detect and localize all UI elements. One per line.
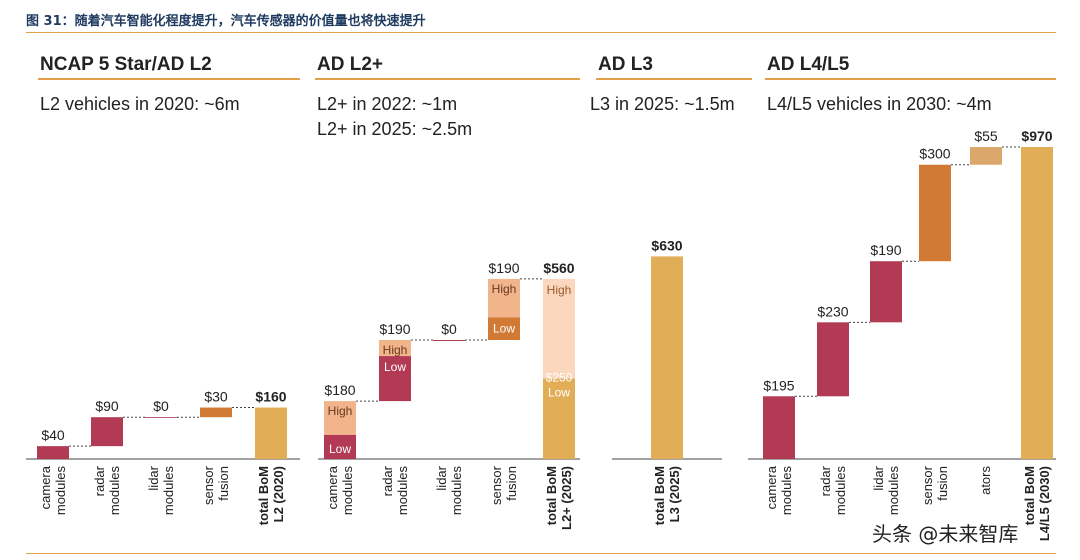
p2-bar-low-3 (488, 317, 520, 341)
p2-tick-label-0: cameramodules (325, 465, 355, 515)
p3-subtitle-0: L3 in 2025: ~1.5m (590, 94, 735, 114)
p2-high-label-3: High (492, 282, 517, 296)
p2-subtitle-1: L2+ in 2025: ~2.5m (317, 119, 472, 139)
p2-bar-high-3 (488, 278, 520, 318)
bottom-rule (26, 553, 1056, 554)
p3-title-rule (596, 78, 752, 80)
p1-value-label-0: $40 (41, 427, 65, 443)
p1-subtitle-0: L2 vehicles in 2020: ~6m (40, 94, 240, 114)
p3-bar-0 (651, 256, 683, 459)
p4-tick-label-4: ators (978, 466, 993, 495)
p1-value-label-3: $30 (204, 389, 228, 405)
p4-tick-label-2: lidarmodules (871, 465, 901, 515)
p2-tick-label-4: total BoML2+ (2025) (544, 466, 574, 530)
p4-value-label-2: $190 (870, 242, 901, 258)
p2-value-label-4: $560 (543, 260, 574, 276)
p4-tick-label-1: radarmodules (818, 465, 848, 515)
p1-bar-3 (200, 407, 232, 418)
p1-value-label-1: $90 (95, 398, 119, 414)
p2-tick-label-3: sensorfusion (489, 465, 519, 505)
p4-value-label-0: $195 (763, 377, 794, 393)
p1-value-label-2: $0 (153, 398, 169, 414)
p2-value-label-1: $190 (379, 321, 410, 337)
p2-title-rule (315, 78, 580, 80)
p3-tick-label-0: total BoML3 (2025) (652, 466, 682, 525)
p2-tick-label-2: lidarmodules (434, 465, 464, 515)
p1-bar-4 (255, 407, 287, 459)
p2-low-label-3: Low (493, 321, 515, 335)
p4-tick-label-5: total BoML4/L5 (2030) (1022, 466, 1052, 541)
p1-tick-label-2: lidarmodules (146, 465, 176, 515)
p1-tick-label-3: sensorfusion (201, 465, 231, 505)
p4-value-label-5: $970 (1021, 128, 1052, 144)
p1-title: NCAP 5 Star/AD L2 (40, 54, 212, 75)
p4-tick-label-3: sensorfusion (920, 465, 950, 505)
p2-bar-high-1 (379, 340, 411, 357)
p4-bar-2 (870, 261, 902, 323)
p2-bar-high-0 (324, 401, 356, 435)
p4-bar-1 (817, 322, 849, 397)
p2-tick-label-1: radarmodules (380, 465, 410, 515)
p4-bar-3 (919, 164, 951, 262)
figure-title: 图 31：随着汽车智能化程度提升，汽车传感器的价值量也将快速提升 (26, 14, 426, 29)
p1-value-label-4: $160 (255, 389, 286, 405)
title-rule (26, 32, 1056, 33)
p2-title: AD L2+ (317, 54, 383, 75)
p2-bar-2 (433, 340, 465, 342)
p1-title-rule (38, 78, 300, 80)
p2-low-label-4: Low (548, 386, 570, 400)
p4-title: AD L4/L5 (767, 54, 850, 75)
p2-bar-low-0 (324, 434, 356, 459)
p2-value-label-2: $0 (441, 321, 457, 337)
p4-bar-4 (970, 147, 1002, 165)
p2-subtitle-0: L2+ in 2022: ~1m (317, 94, 457, 114)
p2-high-label-4: High (547, 283, 572, 297)
p2-bar-high-4 (543, 278, 575, 379)
p4-value-label-3: $300 (919, 146, 950, 162)
p2-low-label-1: Low (384, 360, 406, 374)
p1-bar-1 (91, 417, 123, 447)
p1-tick-label-1: radarmodules (92, 465, 122, 515)
p4-tick-label-0: cameramodules (764, 465, 794, 515)
p2-low-label-0: Low (329, 442, 351, 456)
p4-bar-0 (763, 396, 795, 459)
p2-high-label-1: High (383, 343, 408, 357)
p4-subtitle-0: L4/L5 vehicles in 2030: ~4m (767, 94, 992, 114)
p2-value-label-0: $180 (324, 382, 355, 398)
p4-title-rule (765, 78, 1056, 80)
p3-title: AD L3 (598, 54, 653, 75)
p2-bar-low-1 (379, 356, 411, 402)
p2-high-label-0: High (328, 404, 353, 418)
p2-low-value-label: $250 (546, 371, 573, 385)
p1-bar-2 (145, 417, 177, 418)
p2-bar-low-4 (543, 378, 575, 459)
p4-value-label-1: $230 (817, 303, 848, 319)
p4-bar-5 (1021, 147, 1053, 459)
p1-tick-label-4: total BoML2 (2020) (256, 466, 286, 525)
p3-value-label-0: $630 (651, 237, 682, 253)
p1-tick-label-0: cameramodules (38, 465, 68, 515)
watermark: 头条 @未来智库 (868, 518, 1023, 547)
p2-value-label-3: $190 (488, 260, 519, 276)
p4-value-label-4: $55 (974, 128, 998, 144)
p1-bar-0 (37, 446, 69, 459)
